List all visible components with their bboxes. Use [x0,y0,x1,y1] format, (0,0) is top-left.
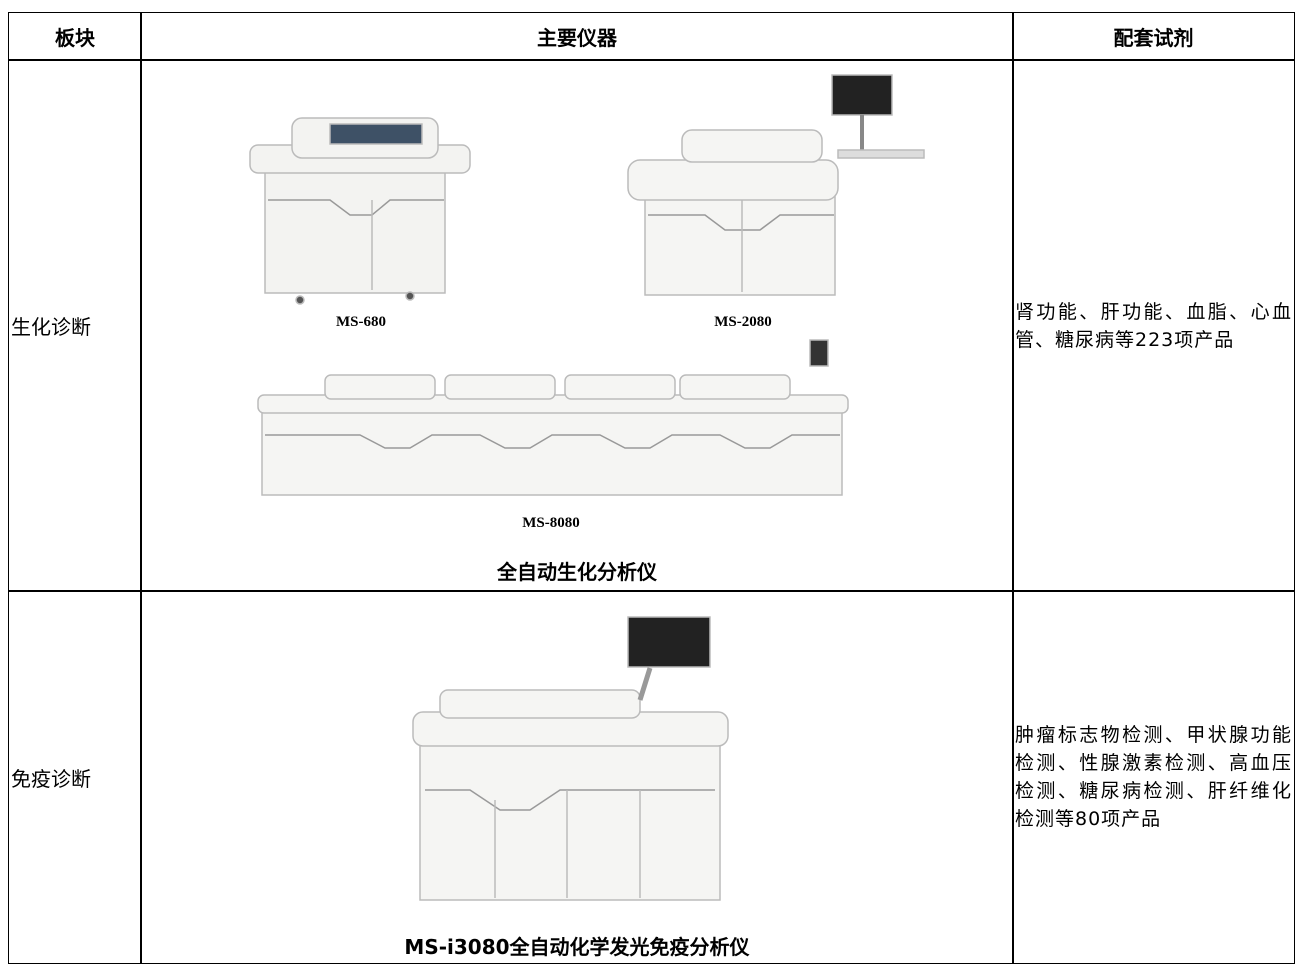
instrument-cell [140,59,1014,592]
machine-ms-i3080 [412,616,729,901]
model-label: MS-8080 [522,515,580,531]
caption: 全自动生化分析仪 [497,560,657,584]
segment-cell: 生化诊断 [8,59,142,592]
reagent-cell: 肾功能、肝功能、血脂、心血管、糖尿病等223项产品 [1012,59,1295,592]
header-cell: 主要仪器 [140,12,1014,61]
model-label: MS-2080 [714,314,772,330]
header-cell: 板块 [8,12,142,61]
machine-ms-8080 [257,339,849,496]
header-cell: 配套试剂 [1012,12,1295,61]
caption: MS-i3080全自动化学发光免疫分析仪 [404,935,750,959]
reagent-text: 肾功能、肝功能、血脂、心血管、糖尿病等223项产品 [1015,300,1292,351]
reagent-text: 肿瘤标志物检测、甲状腺功能检测、性腺激素检测、高血压检测、糖尿病检测、肝纤维化检… [1015,724,1292,830]
machine-ms-680 [249,117,471,305]
reagent-cell: 肿瘤标志物检测、甲状腺功能检测、性腺激素检测、高血压检测、糖尿病检测、肝纤维化检… [1012,590,1295,964]
machine-ms-2080 [627,74,925,296]
model-label: MS-680 [336,314,386,330]
